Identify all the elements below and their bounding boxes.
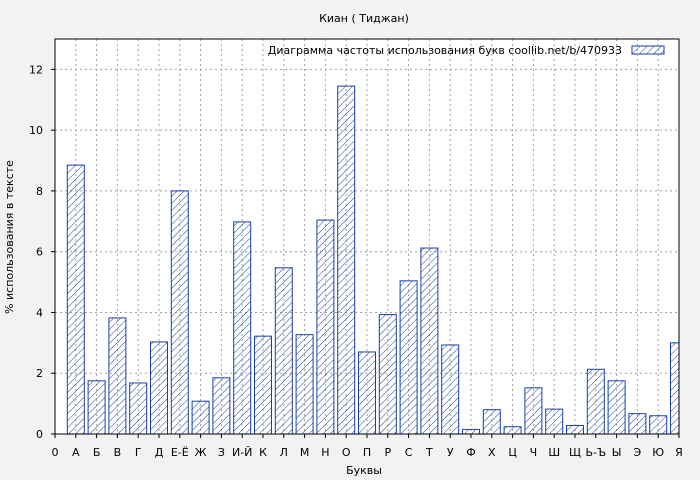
- x-tick-label: П: [363, 446, 371, 459]
- x-axis-ticks: 0 А Б В Г Д Е-Ё Ж З И-Й К Л М Н О П Р С Т У Ф Х Ц Ч Ш Щ Ь-Ъ Ы Э Ю Я: [52, 434, 683, 459]
- x-tick-label: Я: [675, 446, 683, 459]
- bar: [586, 368, 605, 435]
- x-tick-label: Ж: [195, 446, 207, 459]
- x-tick-label: Е-Ё: [171, 446, 189, 459]
- bar: [566, 424, 584, 435]
- bar: [670, 342, 680, 435]
- bar: [420, 247, 439, 435]
- x-tick-label: Ш: [548, 446, 560, 459]
- x-tick-label: И-Й: [232, 446, 252, 459]
- x-tick-label: Ь-Ъ: [585, 446, 606, 459]
- x-axis-label: Буквы: [346, 464, 382, 477]
- y-tick-label: 6: [36, 246, 43, 259]
- bars: [66, 85, 680, 435]
- bar: [482, 409, 501, 435]
- x-tick-label: Ч: [530, 446, 538, 459]
- x-tick-label: Л: [280, 446, 288, 459]
- bar: [524, 387, 543, 435]
- bar: [87, 380, 106, 435]
- x-tick-label: Э: [634, 446, 642, 459]
- bar: [545, 408, 564, 435]
- bar: [358, 351, 376, 435]
- y-axis-label: % использования в тексте: [3, 160, 16, 314]
- x-tick-label: В: [114, 446, 122, 459]
- chart-title: Киан ( Тиджан): [319, 12, 409, 25]
- x-tick-label: Ы: [612, 446, 622, 459]
- bar: [503, 426, 522, 435]
- x-tick-label: Б: [93, 446, 101, 459]
- x-tick-label: А: [72, 446, 80, 459]
- legend-label: Диаграмма частоты использования букв coo…: [268, 44, 622, 57]
- x-tick-label: О: [342, 446, 351, 459]
- y-tick-label: 10: [29, 124, 43, 137]
- x-tick-label: Ф: [466, 446, 475, 459]
- x-tick-label: Ц: [508, 446, 517, 459]
- bar: [170, 190, 189, 435]
- bar: [649, 415, 668, 435]
- bar: [191, 400, 210, 435]
- x-tick-label: Д: [155, 446, 164, 459]
- bar: [628, 413, 647, 435]
- bar: [607, 380, 626, 435]
- bar: [337, 85, 356, 435]
- x-tick-label: Т: [425, 446, 433, 459]
- bar: [233, 221, 252, 435]
- x-tick-label: К: [259, 446, 267, 459]
- bar: [108, 317, 127, 435]
- grid-lines: [55, 39, 679, 434]
- x-tick-label: Р: [384, 446, 391, 459]
- y-tick-label: 8: [36, 185, 43, 198]
- x-tick-label: З: [218, 446, 225, 459]
- bar: [295, 334, 314, 435]
- bar: [399, 280, 418, 435]
- x-tick-label: Н: [321, 446, 329, 459]
- y-tick-label: 2: [36, 367, 43, 380]
- bar: [150, 341, 168, 435]
- legend: Диаграмма частоты использования букв coo…: [268, 44, 665, 57]
- bar: [66, 164, 85, 435]
- x-tick-label: Щ: [569, 446, 581, 459]
- x-tick-label: С: [405, 446, 413, 459]
- x-tick-label: Г: [135, 446, 142, 459]
- bar: [212, 377, 231, 435]
- legend-swatch: [631, 45, 665, 55]
- x-tick-label: Х: [488, 446, 496, 459]
- x-tick-label: Ю: [652, 446, 664, 459]
- bar: [254, 335, 272, 435]
- bar: [129, 382, 148, 435]
- bar: [441, 344, 460, 435]
- x-tick-label: М: [300, 446, 310, 459]
- y-tick-label: 0: [36, 428, 43, 441]
- y-tick-label: 12: [29, 63, 43, 76]
- y-axis-ticks: 0 2 4 6 8 10 12: [29, 63, 55, 441]
- bar: [378, 314, 397, 435]
- bar: [316, 219, 335, 435]
- bar: [462, 428, 480, 435]
- y-tick-label: 4: [36, 306, 43, 319]
- x-tick-label: У: [447, 446, 454, 459]
- bar: [274, 267, 293, 435]
- x-tick-label: 0: [52, 446, 59, 459]
